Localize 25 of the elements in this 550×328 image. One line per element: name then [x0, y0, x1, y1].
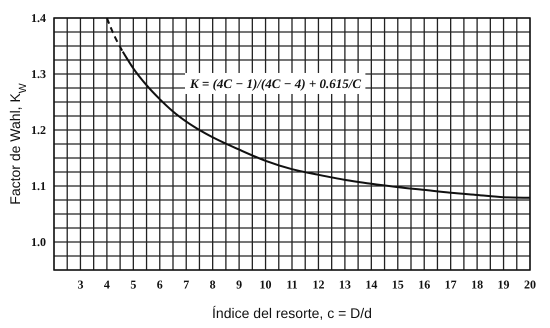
x-tick-label: 7 [183, 278, 190, 292]
x-tick-label: 9 [236, 278, 242, 292]
x-tick-label: 10 [260, 278, 272, 292]
x-tick-label: 12 [312, 278, 324, 292]
x-tick-label: 8 [210, 278, 216, 292]
y-tick-label: 1.2 [31, 122, 46, 137]
x-tick-label: 13 [338, 278, 351, 292]
x-tick-label: 14 [365, 278, 378, 292]
y-tick-label: 1.0 [31, 234, 46, 249]
x-tick-label: 11 [286, 278, 298, 292]
x-tick-label: 19 [498, 278, 510, 292]
y-tick-label: 1.3 [31, 66, 46, 81]
x-tick-label: 15 [392, 278, 404, 292]
x-tick-label: 4 [104, 278, 110, 292]
x-tick-label: 3 [77, 278, 84, 292]
y-tick-label: 1.1 [31, 178, 46, 193]
x-tick-label: 6 [156, 278, 163, 292]
x-tick-label: 17 [444, 278, 457, 292]
y-tick-label: 1.4 [31, 10, 46, 25]
x-tick-label: 18 [471, 278, 484, 292]
x-axis-title: Índice del resorte, c = D/d [212, 305, 372, 321]
x-tick-label: 20 [524, 278, 536, 292]
x-tick-label: 5 [130, 278, 136, 292]
x-tick-label: 16 [418, 278, 430, 292]
annotation: K = (4C − 1)/(4C − 4) + 0.615/C [189, 76, 362, 91]
